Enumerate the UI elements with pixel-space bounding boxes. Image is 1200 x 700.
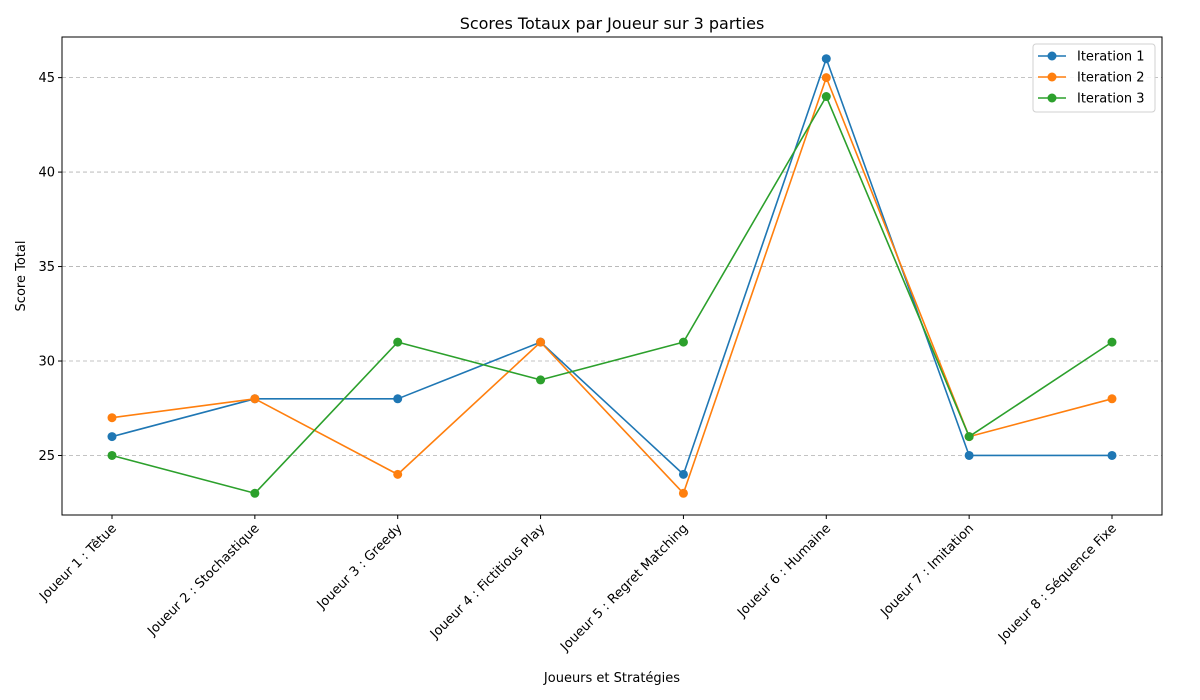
data-point <box>964 432 974 442</box>
data-point <box>821 54 831 64</box>
data-point <box>1107 394 1117 404</box>
data-point <box>107 450 117 460</box>
y-tick-label: 40 <box>38 166 55 181</box>
legend-label: Iteration 3 <box>1077 92 1145 107</box>
data-point <box>821 92 831 102</box>
legend-item: Iteration 1 <box>1038 50 1145 65</box>
data-point <box>250 488 260 498</box>
legend-marker <box>1047 72 1057 82</box>
legend-marker <box>1047 93 1057 103</box>
series-2 <box>107 73 1117 498</box>
data-point <box>393 469 403 479</box>
series-3 <box>107 92 1117 498</box>
legend-label: Iteration 2 <box>1077 71 1145 86</box>
y-tick-label: 25 <box>38 449 55 464</box>
legend-item: Iteration 3 <box>1038 92 1145 107</box>
data-point <box>964 450 974 460</box>
data-point <box>1107 337 1117 347</box>
legend-box <box>1032 43 1156 113</box>
data-point <box>536 337 546 347</box>
series-layer <box>107 54 1117 498</box>
series-line <box>111 76 1113 495</box>
plot-frame <box>61 36 1163 516</box>
y-tick-label: 35 <box>38 260 55 275</box>
data-point <box>678 488 688 498</box>
legend-marker <box>1047 51 1057 61</box>
series-line <box>111 95 1113 495</box>
legend-label: Iteration 1 <box>1077 50 1145 65</box>
data-point <box>107 432 117 442</box>
data-point <box>393 394 403 404</box>
legend-item: Iteration 2 <box>1038 71 1145 86</box>
series-line <box>111 57 1112 476</box>
data-point <box>678 337 688 347</box>
data-point <box>1107 450 1117 460</box>
y-axis-title: Score Total <box>14 241 29 312</box>
data-point <box>107 413 117 423</box>
data-point <box>821 73 831 83</box>
chart-title: Scores Totaux par Joueur sur 3 parties <box>460 14 765 33</box>
legend: Iteration 1 Iteration 2 Iteration 3 <box>1032 43 1156 113</box>
data-point <box>678 469 688 479</box>
data-point <box>393 337 403 347</box>
x-axis-title: Joueurs et Stratégies <box>543 671 680 686</box>
y-axis: 25 30 35 40 45 <box>38 71 62 464</box>
y-tick-label: 45 <box>38 71 55 86</box>
data-point <box>536 375 546 385</box>
y-tick-label: 30 <box>38 355 55 370</box>
data-point <box>250 394 260 404</box>
